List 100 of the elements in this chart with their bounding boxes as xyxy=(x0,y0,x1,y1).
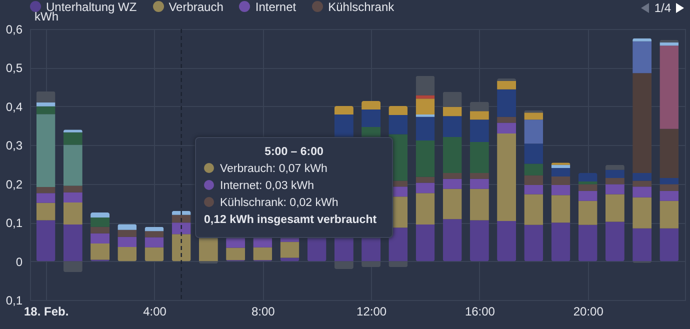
bar xyxy=(660,184,679,191)
bar xyxy=(497,89,516,117)
bar xyxy=(388,261,408,268)
bar xyxy=(632,228,652,262)
bar xyxy=(524,185,544,194)
bar xyxy=(578,200,598,225)
bar xyxy=(280,242,300,258)
bar xyxy=(63,186,82,192)
bar xyxy=(524,175,544,186)
bar xyxy=(605,164,624,170)
bar xyxy=(388,228,408,262)
bar xyxy=(605,178,624,184)
bar xyxy=(524,112,544,120)
x-tick-label: 12:00 xyxy=(356,304,387,318)
bar xyxy=(551,164,570,168)
bar xyxy=(90,233,110,244)
bar xyxy=(660,200,679,228)
bar xyxy=(63,261,82,272)
bar xyxy=(578,173,598,182)
bar xyxy=(442,137,462,174)
bar xyxy=(416,140,435,177)
x-tick-label: 16:00 xyxy=(464,304,496,318)
x-tick-label: 8:00 xyxy=(251,304,276,318)
bar xyxy=(36,106,56,114)
x-tick-label: 18. Feb. xyxy=(24,304,69,318)
bar xyxy=(632,186,652,198)
bar xyxy=(362,261,381,268)
bar xyxy=(660,190,679,201)
bar xyxy=(660,42,679,46)
bar xyxy=(63,144,82,186)
bar xyxy=(63,132,82,145)
annotation: 5:00 – 6:00 xyxy=(264,145,324,160)
bar xyxy=(416,193,435,225)
bar xyxy=(144,237,164,248)
bar xyxy=(36,91,56,103)
bar xyxy=(660,228,679,262)
bar xyxy=(36,202,56,220)
bar xyxy=(362,101,381,110)
y-tick-label: 0,2 xyxy=(6,177,23,192)
bar xyxy=(470,120,489,142)
bar xyxy=(172,222,191,234)
x-tick-label: 20:00 xyxy=(573,304,604,318)
bar xyxy=(551,222,570,262)
bar xyxy=(36,220,56,262)
bar xyxy=(90,218,110,227)
bar xyxy=(416,176,435,183)
bar xyxy=(118,246,137,262)
bar xyxy=(362,110,381,127)
bar xyxy=(442,219,462,262)
bar xyxy=(605,184,624,194)
bar xyxy=(36,186,56,194)
bar xyxy=(497,221,516,262)
annotation: 0,12 kWh insgesamt verbraucht xyxy=(204,213,378,228)
bar xyxy=(63,224,82,262)
bar xyxy=(442,106,462,116)
bar xyxy=(660,46,679,129)
bar xyxy=(144,247,164,262)
bar xyxy=(442,92,462,107)
bar xyxy=(416,224,435,262)
bar xyxy=(416,116,435,140)
bar xyxy=(90,212,110,218)
y-tick-label: 0,5 xyxy=(6,61,23,76)
bar xyxy=(63,192,82,202)
bar xyxy=(226,248,246,260)
bar xyxy=(470,102,489,112)
bar xyxy=(442,116,462,138)
legend-label: Verbrauch xyxy=(168,0,224,14)
bar xyxy=(551,195,570,223)
bar xyxy=(63,202,82,225)
legend-label: Internet xyxy=(254,0,296,14)
legend-label: Kühlschrank xyxy=(327,0,394,14)
bar xyxy=(632,73,652,174)
bar xyxy=(524,120,544,144)
bar xyxy=(660,178,679,184)
bar xyxy=(118,230,137,237)
bar xyxy=(632,173,652,181)
bar xyxy=(442,173,462,179)
y-tick-label: 0,1 xyxy=(6,216,23,230)
bar xyxy=(605,194,624,222)
bar xyxy=(551,176,570,186)
bar xyxy=(307,236,326,262)
bar xyxy=(172,214,191,223)
bar xyxy=(632,38,652,42)
bar xyxy=(334,236,354,262)
y-tick-label: 0,3 xyxy=(6,138,23,153)
bar xyxy=(497,116,516,123)
bar xyxy=(524,144,544,164)
bar xyxy=(551,185,570,196)
bar xyxy=(442,188,462,220)
annotation: Internet: 0,03 kWh xyxy=(219,179,315,194)
bar xyxy=(524,164,544,176)
bar xyxy=(36,102,56,106)
bar xyxy=(578,184,598,191)
bar xyxy=(660,128,679,178)
bar xyxy=(632,180,652,187)
bar xyxy=(578,182,598,184)
bar xyxy=(470,142,489,174)
bar xyxy=(416,98,435,115)
text: 1/4 xyxy=(654,1,671,15)
bar xyxy=(36,114,56,187)
